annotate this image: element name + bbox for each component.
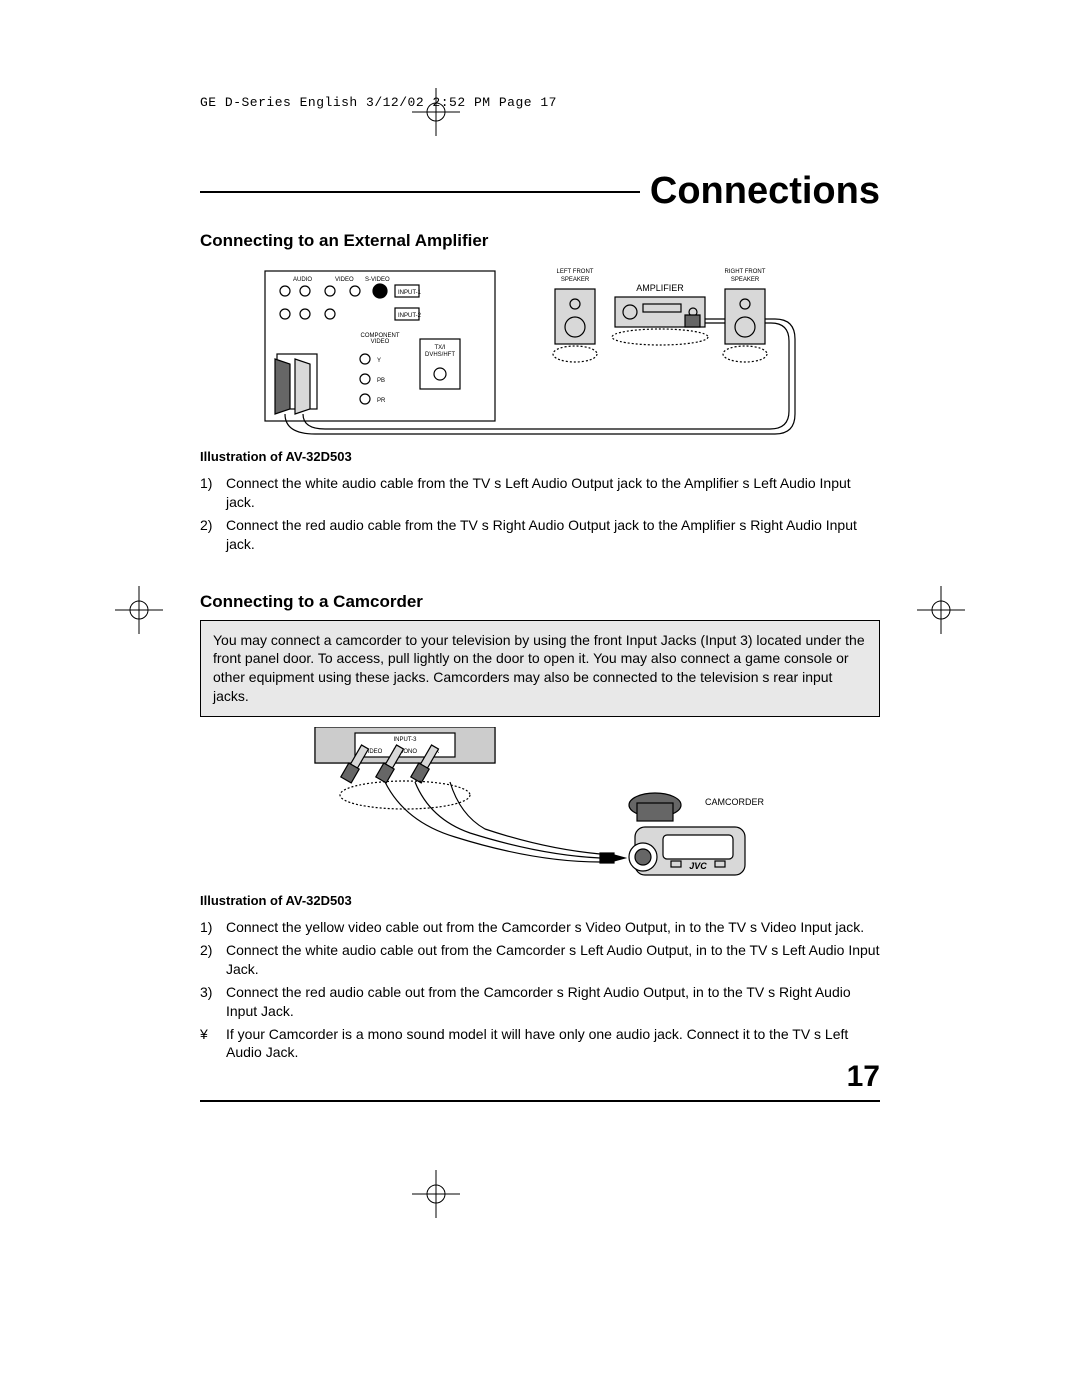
- step-num: 2): [200, 516, 226, 554]
- infobox-camcorder: You may connect a camcorder to your tele…: [200, 620, 880, 718]
- step-text: Connect the yellow video cable out from …: [226, 918, 864, 937]
- steps-camcorder: 1)Connect the yellow video cable out fro…: [200, 918, 880, 1062]
- label-pb: PB: [377, 378, 385, 384]
- page-title-row: Connections: [200, 170, 880, 213]
- label-camcorder: CAMCORDER: [705, 797, 765, 807]
- svg-text:VIDEO: VIDEO: [371, 339, 390, 345]
- diagram-camcorder: INPUT-3 VIDEO L-MONO R CAMCORDER: [255, 727, 825, 887]
- label-amplifier: AMPLIFIER: [636, 283, 684, 293]
- label-y: Y: [377, 358, 381, 364]
- label-svideo: S-VIDEO: [365, 277, 390, 283]
- print-header: GE D-Series English 3/12/02 2:52 PM Page…: [200, 95, 880, 110]
- crop-mark-right: [917, 586, 965, 634]
- label-input2: INPUT-2: [398, 313, 422, 319]
- step-num: 3): [200, 983, 226, 1021]
- label-video: VIDEO: [335, 277, 354, 283]
- label-pr: PR: [377, 398, 386, 404]
- page-number: 17: [847, 1060, 880, 1094]
- crop-mark-bottom: [412, 1170, 460, 1218]
- svg-text:DVHS/HFT: DVHS/HFT: [425, 352, 455, 358]
- step-num: 1): [200, 918, 226, 937]
- step-text: Connect the white audio cable out from t…: [226, 941, 880, 979]
- label-brand: JVC: [689, 861, 707, 871]
- bottom-rule: [200, 1100, 880, 1102]
- steps-amplifier: 1)Connect the white audio cable from the…: [200, 474, 880, 554]
- crop-mark-left: [115, 586, 163, 634]
- svg-text:SPEAKER: SPEAKER: [731, 277, 760, 283]
- section-heading-amplifier: Connecting to an External Amplifier: [200, 231, 880, 251]
- label-input3: INPUT-3: [393, 737, 417, 743]
- diagram-amplifier: AUDIO VIDEO S-VIDEO INPUT-1 INPUT-2 COMP…: [255, 259, 825, 439]
- svg-text:RIGHT FRONT: RIGHT FRONT: [725, 269, 766, 275]
- step-text: Connect the white audio cable from the T…: [226, 474, 880, 512]
- caption-amplifier: Illustration of AV-32D503: [200, 449, 880, 464]
- step-num: 1): [200, 474, 226, 512]
- label-audio: AUDIO: [293, 277, 312, 283]
- page-content: GE D-Series English 3/12/02 2:52 PM Page…: [200, 95, 880, 1066]
- caption-camcorder: Illustration of AV-32D503: [200, 893, 880, 908]
- svg-text:TX/I: TX/I: [434, 345, 445, 351]
- svg-text:SPEAKER: SPEAKER: [561, 277, 590, 283]
- step-text: Connect the red audio cable out from the…: [226, 983, 880, 1021]
- svg-text:LEFT FRONT: LEFT FRONT: [557, 269, 594, 275]
- page-title: Connections: [650, 170, 880, 213]
- step-num: 2): [200, 941, 226, 979]
- step-text: Connect the red audio cable from the TV …: [226, 516, 880, 554]
- step-text: If your Camcorder is a mono sound model …: [226, 1025, 880, 1063]
- step-num: ¥: [200, 1025, 226, 1063]
- title-rule: [200, 191, 640, 193]
- section-heading-camcorder: Connecting to a Camcorder: [200, 592, 880, 612]
- label-input1: INPUT-1: [398, 290, 422, 296]
